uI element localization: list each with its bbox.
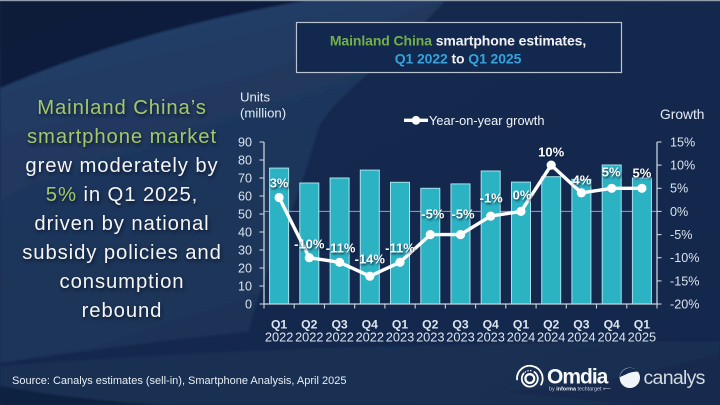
svg-text:30: 30 (238, 243, 252, 257)
svg-text:-1%: -1% (480, 191, 504, 206)
svg-text:2022: 2022 (295, 330, 323, 345)
svg-text:0: 0 (245, 297, 252, 311)
svg-text:Q2: Q2 (543, 318, 559, 332)
svg-text:-5%: -5% (421, 207, 445, 222)
svg-text:-10%: -10% (670, 251, 699, 265)
svg-text:20: 20 (238, 261, 252, 275)
svg-text:canalys: canalys (644, 367, 706, 389)
svg-text:50: 50 (238, 207, 252, 221)
svg-text:70: 70 (238, 171, 252, 185)
svg-text:(million): (million) (240, 106, 286, 121)
svg-text:Q3: Q3 (331, 318, 347, 332)
svg-text:-20%: -20% (670, 297, 699, 311)
svg-text:Mainland China’s: Mainland China’s (37, 97, 207, 119)
svg-text:Q1: Q1 (392, 318, 408, 332)
svg-text:Source: Canalys estimates (sel: Source: Canalys estimates (sell-in), Sma… (12, 375, 346, 387)
svg-text:2022: 2022 (265, 330, 293, 345)
svg-text:0%: 0% (513, 188, 532, 203)
svg-text:consumption: consumption (60, 271, 185, 293)
svg-text:5%: 5% (670, 182, 688, 196)
svg-text:-15%: -15% (670, 274, 699, 288)
svg-text:5%: 5% (633, 166, 652, 181)
svg-text:driven by national: driven by national (34, 213, 209, 235)
svg-text:Q2: Q2 (422, 318, 438, 332)
svg-text:Q4: Q4 (483, 318, 499, 332)
svg-text:Q4: Q4 (362, 318, 378, 332)
svg-text:80: 80 (238, 153, 252, 167)
svg-text:-11%: -11% (385, 241, 415, 256)
svg-text:-10%: -10% (294, 237, 325, 252)
svg-text:smartphone market: smartphone market (27, 126, 217, 148)
svg-text:4%: 4% (573, 173, 592, 188)
svg-text:Year-on-year growth: Year-on-year growth (429, 113, 544, 128)
svg-text:15%: 15% (670, 135, 695, 149)
svg-text:Q4: Q4 (604, 318, 620, 332)
svg-text:Omdia: Omdia (547, 366, 609, 389)
svg-text:2024: 2024 (537, 330, 565, 345)
svg-text:2022: 2022 (356, 330, 384, 345)
svg-text:5%: 5% (602, 165, 621, 180)
svg-text:by informa techtarget ⟵: by informa techtarget ⟵ (549, 387, 611, 393)
svg-text:90: 90 (238, 135, 252, 149)
svg-text:40: 40 (238, 225, 252, 239)
svg-text:2022: 2022 (325, 330, 353, 345)
svg-text:10%: 10% (538, 145, 564, 160)
svg-text:-11%: -11% (326, 241, 356, 256)
svg-text:-5%: -5% (670, 228, 692, 242)
svg-text:-14%: -14% (355, 252, 386, 267)
svg-text:rebound: rebound (82, 300, 163, 322)
svg-text:5% in Q1 2025,: 5% in Q1 2025, (46, 184, 198, 206)
svg-text:Mainland China smartphone esti: Mainland China smartphone estimates, (330, 33, 586, 49)
svg-text:0%: 0% (670, 205, 688, 219)
svg-text:-5%: -5% (451, 207, 475, 222)
svg-text:2024: 2024 (507, 330, 535, 345)
svg-text:Q1 2022 to Q1 2025: Q1 2022 to Q1 2025 (395, 51, 522, 67)
svg-text:2023: 2023 (416, 330, 444, 345)
svg-text:10: 10 (238, 279, 252, 293)
svg-text:2024: 2024 (597, 330, 625, 345)
svg-text:subsidy policies and: subsidy policies and (22, 242, 222, 264)
svg-text:Q2: Q2 (301, 318, 317, 332)
svg-text:Q3: Q3 (452, 318, 468, 332)
svg-text:Units: Units (240, 90, 270, 105)
svg-text:2023: 2023 (446, 330, 474, 345)
svg-text:Q1: Q1 (513, 318, 529, 332)
svg-text:grew moderately by: grew moderately by (25, 155, 218, 177)
svg-text:3%: 3% (270, 176, 289, 191)
svg-text:Q3: Q3 (573, 318, 589, 332)
svg-text:2023: 2023 (476, 330, 504, 345)
svg-text:Q1: Q1 (271, 318, 287, 332)
svg-text:Growth: Growth (660, 107, 704, 122)
svg-text:10%: 10% (670, 159, 695, 173)
svg-text:2023: 2023 (386, 330, 414, 345)
svg-text:2025: 2025 (628, 330, 656, 345)
svg-text:60: 60 (238, 189, 252, 203)
svg-text:Q1: Q1 (634, 318, 650, 332)
svg-text:2024: 2024 (567, 330, 595, 345)
